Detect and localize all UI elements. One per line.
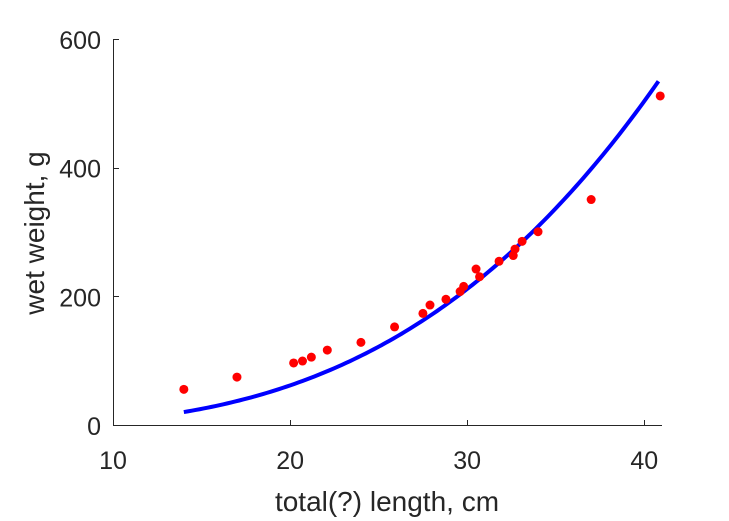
y-tick-label: 600 xyxy=(59,27,101,55)
x-tick-label: 10 xyxy=(99,447,127,475)
data-point xyxy=(586,195,596,205)
data-point xyxy=(289,358,299,368)
data-point xyxy=(494,256,504,266)
data-point xyxy=(179,384,189,394)
data-point xyxy=(232,372,242,382)
y-tick-label: 0 xyxy=(87,413,101,441)
data-point xyxy=(306,352,316,362)
x-axis-title: total(?) length, cm xyxy=(275,486,499,517)
data-point xyxy=(655,91,665,101)
data-point xyxy=(390,322,400,332)
plot-area: 10 20 30 40 0 200 400 600 xyxy=(59,27,665,475)
data-point xyxy=(356,337,366,347)
x-ticks: 10 20 30 40 xyxy=(99,420,658,475)
data-point xyxy=(418,308,428,318)
data-point xyxy=(510,244,520,254)
x-tick-label: 20 xyxy=(276,447,304,475)
y-ticks: 0 200 400 600 xyxy=(59,27,119,441)
data-point xyxy=(471,264,481,274)
data-points xyxy=(179,91,665,394)
data-point xyxy=(533,227,543,237)
x-tick-label: 40 xyxy=(630,447,658,475)
y-tick-label: 200 xyxy=(59,284,101,312)
x-tick-label: 30 xyxy=(453,447,481,475)
data-point xyxy=(441,294,451,304)
data-point xyxy=(322,345,332,355)
y-tick-label: 400 xyxy=(59,156,101,184)
data-point xyxy=(517,236,527,246)
data-point xyxy=(459,281,469,291)
fit-curve xyxy=(183,80,661,415)
data-point xyxy=(425,300,435,310)
y-axis-title: wet weight, g xyxy=(19,151,50,315)
fit-line-group xyxy=(183,80,661,415)
data-point xyxy=(297,356,307,366)
data-point xyxy=(475,272,485,282)
